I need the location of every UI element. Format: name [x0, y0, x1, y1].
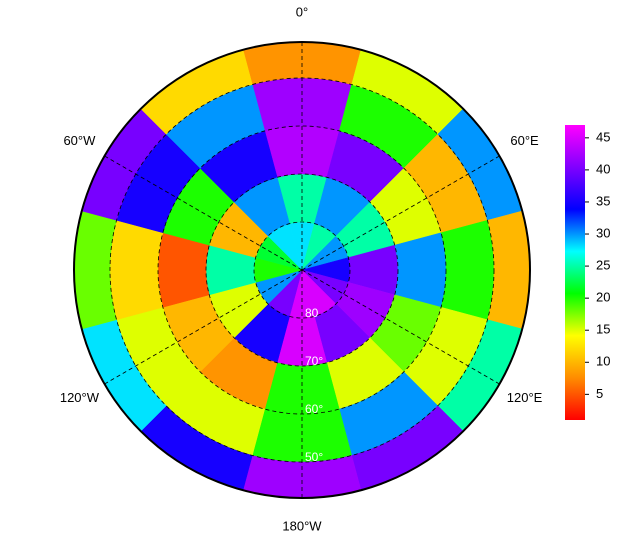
graticule	[104, 42, 500, 498]
lon-label: 120°W	[60, 390, 100, 405]
colorbar-label: 45	[596, 129, 610, 144]
lon-label: 60°E	[510, 133, 539, 148]
lon-label: 180°W	[282, 518, 322, 533]
parallel	[205, 173, 399, 367]
lat-label: 80	[305, 306, 319, 320]
colorbar-label: 20	[596, 290, 610, 305]
colorbar	[565, 125, 585, 420]
heatmap-cell	[394, 232, 447, 308]
colorbar-label: 15	[596, 322, 610, 337]
meridian	[104, 155, 303, 271]
lon-label: 60°W	[63, 133, 96, 148]
parallel	[253, 221, 351, 319]
heatmap-cell	[440, 220, 495, 320]
colorbar-label: 40	[596, 161, 610, 176]
parallel	[157, 125, 447, 415]
meridian	[104, 269, 303, 385]
meridian	[301, 155, 500, 271]
lat-label: 70°	[305, 354, 323, 368]
lon-label: 120°E	[507, 390, 543, 405]
parallel	[109, 77, 495, 463]
lat-label: 60°	[305, 402, 323, 416]
colorbar-label: 25	[596, 258, 610, 273]
lon-label: 0°	[296, 4, 308, 19]
lat-label: 50°	[305, 450, 323, 464]
colorbar-label: 5	[596, 386, 603, 401]
heatmap-cell	[109, 220, 164, 320]
map-border	[73, 41, 531, 499]
colorbar-label: 10	[596, 354, 610, 369]
heatmap	[73, 41, 531, 499]
colorbar-label: 35	[596, 193, 610, 208]
heatmap-cell	[157, 232, 210, 308]
meridian	[301, 269, 500, 385]
colorbar-label: 30	[596, 225, 610, 240]
